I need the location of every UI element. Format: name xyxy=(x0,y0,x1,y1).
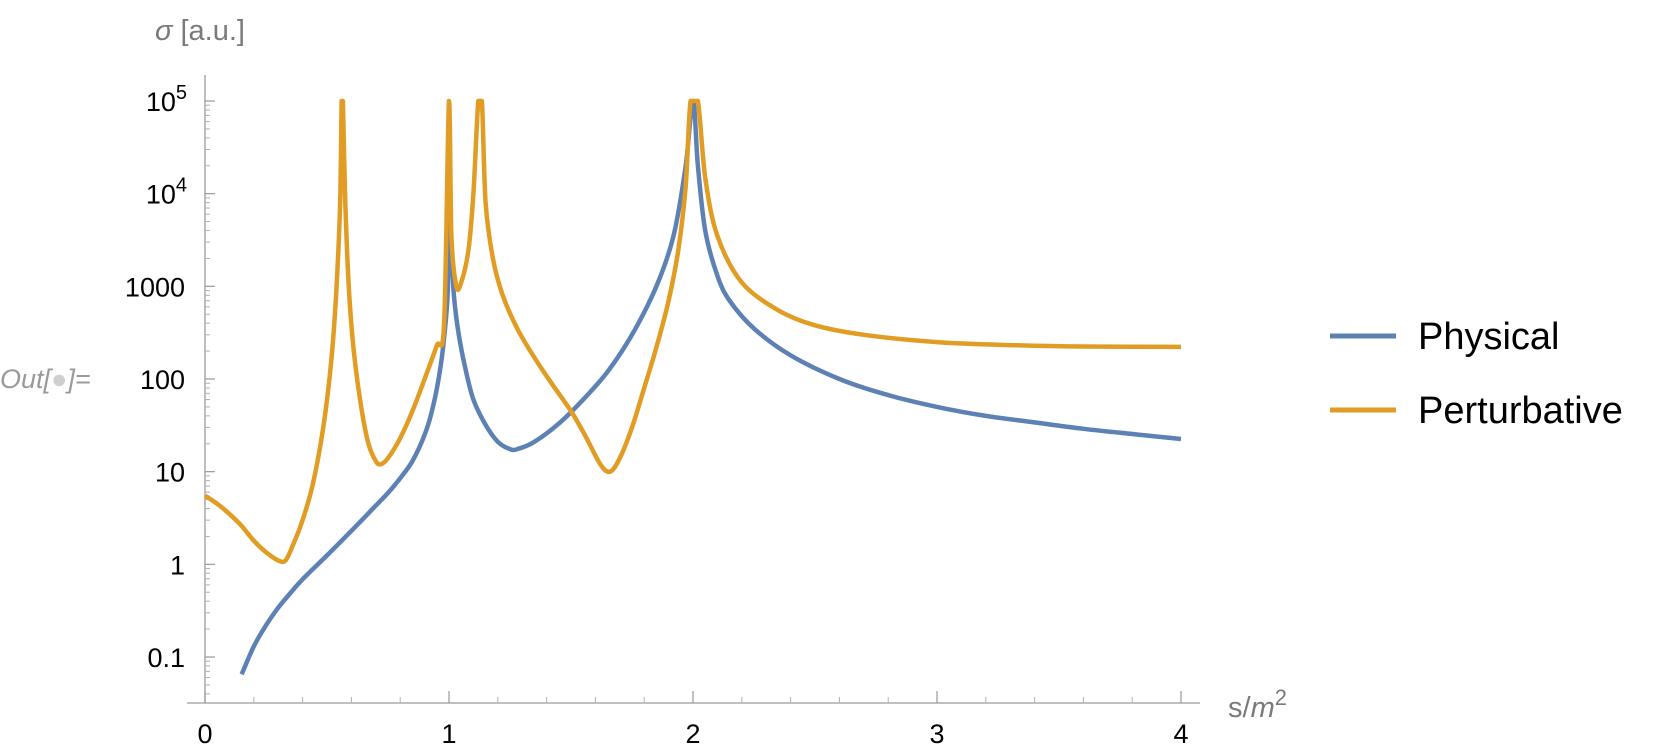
legend-label-perturbative: Perturbative xyxy=(1418,390,1623,432)
legend: Physical Perturbative xyxy=(1330,316,1623,432)
y-tick-label: 0.1 xyxy=(147,643,185,673)
series-line-perturbative xyxy=(203,98,1182,565)
y-axis-label: σ [a.u.] xyxy=(155,15,245,47)
y-ticks: 0.1 1 10 100 1000 104 105 xyxy=(125,82,215,695)
y-tick-label: 10 xyxy=(155,458,185,488)
x-tick-label: 4 xyxy=(1173,719,1188,749)
x-ticks: 0 1 2 3 4 xyxy=(197,691,1189,749)
y-tick-label: 105 xyxy=(146,82,187,117)
y-tick-label: 1000 xyxy=(125,272,185,302)
series-layer xyxy=(203,98,1182,676)
x-tick-label: 3 xyxy=(929,719,944,749)
out-cell-dot-icon: ● xyxy=(51,364,67,394)
y-tick-label: 104 xyxy=(146,175,187,210)
x-tick-label: 2 xyxy=(685,719,700,749)
x-axis-label: s/m2 xyxy=(1228,685,1287,724)
x-tick-label: 1 xyxy=(441,719,456,749)
y-tick-label: 1 xyxy=(170,550,185,580)
legend-label-physical: Physical xyxy=(1418,316,1560,358)
series-line-physical xyxy=(239,98,1182,676)
y-tick-label: 100 xyxy=(140,365,185,395)
x-tick-label: 0 xyxy=(197,719,212,749)
out-cell-label: Out[●]= xyxy=(0,364,91,394)
